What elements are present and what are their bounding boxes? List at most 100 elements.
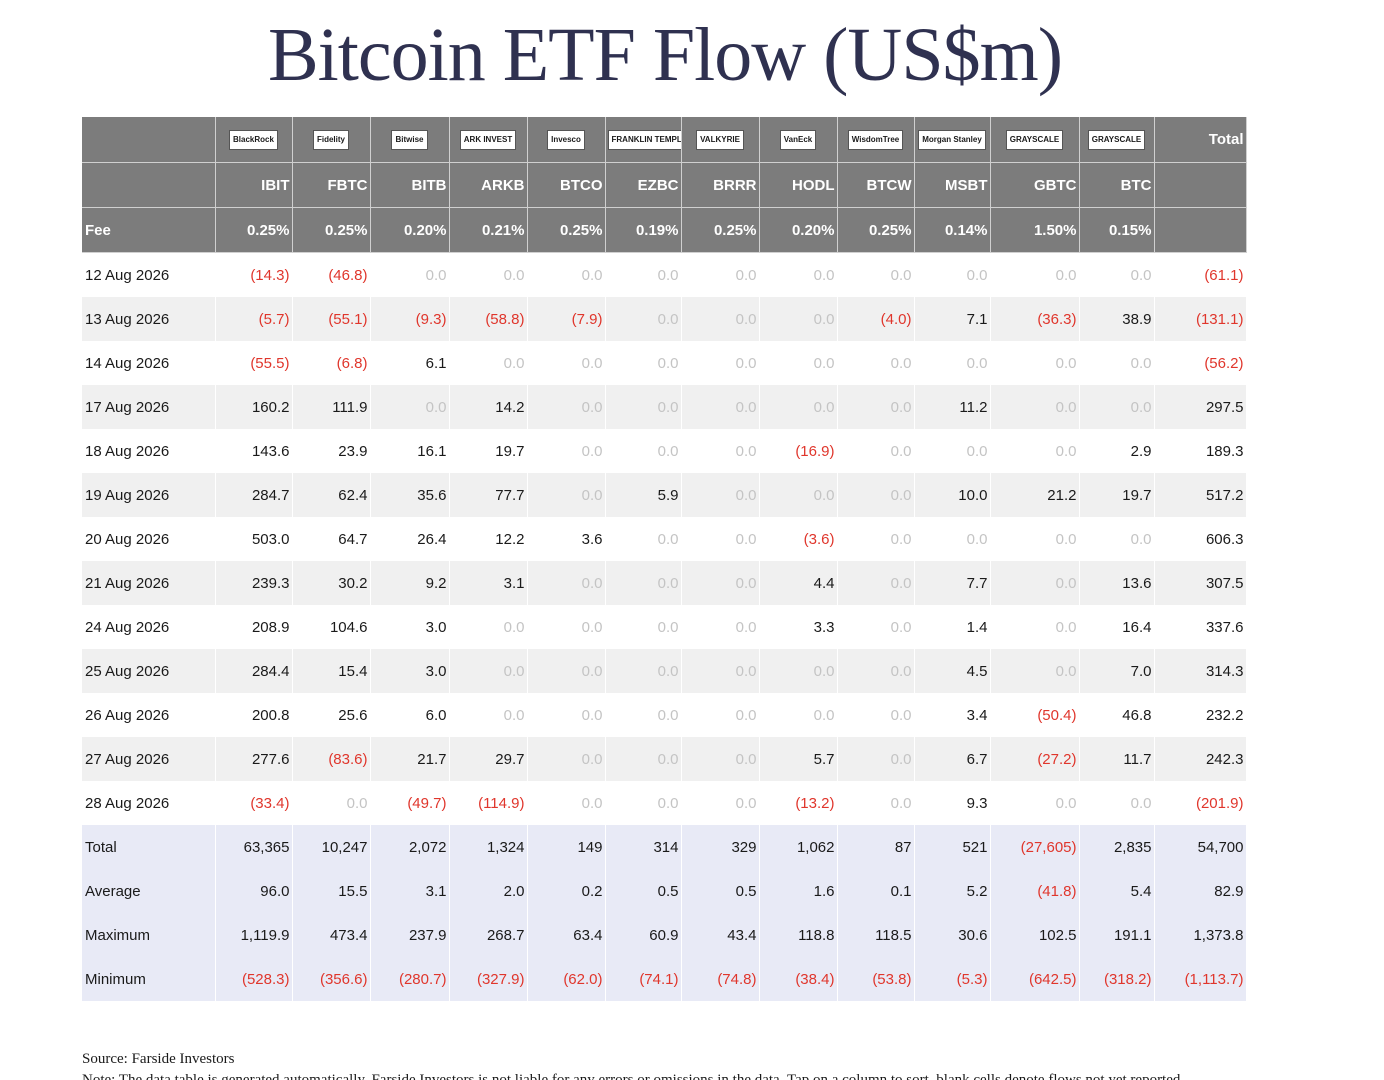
flow-cell: (4.0) <box>837 297 915 341</box>
fee-value: 0.15% <box>1079 207 1155 253</box>
flow-cell: 0.0 <box>990 649 1080 693</box>
issuer-logo-cell[interactable]: Fidelity <box>292 117 371 163</box>
flow-cell: 0.0 <box>759 473 838 517</box>
flow-cell: 0.0 <box>292 781 371 825</box>
row-total-cell: 242.3 <box>1154 737 1247 781</box>
issuer-logo-cell[interactable]: Bitwise <box>370 117 450 163</box>
flow-cell: 160.2 <box>215 385 293 429</box>
row-total-cell: 337.6 <box>1154 605 1247 649</box>
stats-label: Maximum <box>82 913 216 957</box>
stats-cell: 2,072 <box>370 825 450 869</box>
ticker-header[interactable]: BRRR <box>681 162 760 208</box>
row-date: 21 Aug 2026 <box>82 561 216 605</box>
flow-cell: 0.0 <box>605 297 682 341</box>
issuer-logo-cell[interactable]: GRAYSCALE <box>1079 117 1155 163</box>
flow-cell: 0.0 <box>837 252 915 297</box>
flow-cell: 0.0 <box>681 693 760 737</box>
flow-cell: 0.0 <box>1079 781 1155 825</box>
flow-cell: 0.0 <box>837 429 915 473</box>
stats-cell: 0.1 <box>837 869 915 913</box>
stats-cell: 43.4 <box>681 913 760 957</box>
flow-cell: (6.8) <box>292 341 371 385</box>
flow-cell: 0.0 <box>527 737 606 781</box>
flow-cell: (55.1) <box>292 297 371 341</box>
flow-cell: 0.0 <box>837 341 915 385</box>
ticker-header[interactable]: MSBT <box>914 162 991 208</box>
flow-cell: 0.0 <box>370 385 450 429</box>
flow-cell: 208.9 <box>215 605 293 649</box>
flow-cell: 277.6 <box>215 737 293 781</box>
ticker-header[interactable]: FBTC <box>292 162 371 208</box>
table-row: 27 Aug 2026 277.6 (83.6) 21.7 29.7 0.0 0.0 0.0 5… <box>82 737 1247 781</box>
flow-cell: 0.0 <box>759 649 838 693</box>
stats-row: Maximum 1,119.9 473.4 237.9 268.7 63.4 60.9 43.… <box>82 913 1247 957</box>
ticker-header[interactable]: BTCO <box>527 162 606 208</box>
issuer-logo-cell[interactable]: BlackRock <box>215 117 293 163</box>
flow-cell: 0.0 <box>759 341 838 385</box>
row-date: 28 Aug 2026 <box>82 781 216 825</box>
flow-cell: 0.0 <box>1079 252 1155 297</box>
stats-cell: 102.5 <box>990 913 1080 957</box>
flow-cell: 284.4 <box>215 649 293 693</box>
page-title: Bitcoin ETF Flow (US$m) <box>267 13 1063 97</box>
issuer-logo-cell[interactable]: VALKYRIE <box>681 117 760 163</box>
stats-total-cell: (1,113.7) <box>1154 957 1247 1001</box>
flow-cell: 0.0 <box>449 649 528 693</box>
flow-cell: 0.0 <box>681 781 760 825</box>
flow-cell: 111.9 <box>292 385 371 429</box>
stats-cell: 237.9 <box>370 913 450 957</box>
issuer-logo-cell[interactable]: ARK INVEST <box>449 117 528 163</box>
flow-cell: 0.0 <box>914 517 991 561</box>
stats-cell: 149 <box>527 825 606 869</box>
stats-cell: (62.0) <box>527 957 606 1001</box>
flow-cell: 3.1 <box>449 561 528 605</box>
table-row: 20 Aug 2026 503.0 64.7 26.4 12.2 3.6 0.0 0.0 (3.… <box>82 517 1247 561</box>
flow-cell: (9.3) <box>370 297 450 341</box>
issuer-logo-cell[interactable]: VanEck <box>759 117 838 163</box>
table-row: 13 Aug 2026 (5.7) (55.1) (9.3) (58.8) (7.9) 0.… <box>82 297 1247 341</box>
row-total-cell: (61.1) <box>1154 252 1247 297</box>
flow-cell: 0.0 <box>681 517 760 561</box>
row-total-cell: (131.1) <box>1154 297 1247 341</box>
issuer-logo-cell[interactable]: WisdomTree <box>837 117 915 163</box>
flow-cell: 0.0 <box>605 561 682 605</box>
flow-cell: 35.6 <box>370 473 450 517</box>
stats-cell: 63.4 <box>527 913 606 957</box>
ticker-header[interactable]: EZBC <box>605 162 682 208</box>
header-blank-cell <box>1154 207 1247 253</box>
flow-cell: 0.0 <box>605 341 682 385</box>
stats-cell: (27,605) <box>990 825 1080 869</box>
ticker-header[interactable]: BTC <box>1079 162 1155 208</box>
stats-row: Average 96.0 15.5 3.1 2.0 0.2 0.5 0.5 1.6 0.1 5.2(… <box>82 869 1247 913</box>
stats-cell: 1,324 <box>449 825 528 869</box>
ticker-header[interactable]: GBTC <box>990 162 1080 208</box>
header-ticker-row: IBIT FBTC BITB ARKB BTCO EZBC BRRR HODL BTCW MSBT… <box>82 162 1247 208</box>
issuer-logo-cell[interactable]: Morgan Stanley <box>914 117 991 163</box>
table-row: 21 Aug 2026 239.3 30.2 9.2 3.1 0.0 0.0 0.0 4.4 0.… <box>82 561 1247 605</box>
total-column-header[interactable]: Total <box>1154 117 1247 163</box>
issuer-logo-cell[interactable]: Invesco <box>527 117 606 163</box>
ticker-header[interactable]: BITB <box>370 162 450 208</box>
ticker-header[interactable]: HODL <box>759 162 838 208</box>
ticker-header[interactable]: IBIT <box>215 162 293 208</box>
flow-cell: 200.8 <box>215 693 293 737</box>
flow-cell: 0.0 <box>527 649 606 693</box>
flow-cell: 0.0 <box>527 605 606 649</box>
flow-cell: 0.0 <box>370 252 450 297</box>
fee-value: 0.25% <box>837 207 915 253</box>
table-row: 17 Aug 2026 160.2 111.9 0.0 14.2 0.0 0.0 0.0 0.0… <box>82 385 1247 429</box>
flow-cell: 7.0 <box>1079 649 1155 693</box>
flow-cell: 15.4 <box>292 649 371 693</box>
ticker-header[interactable]: ARKB <box>449 162 528 208</box>
flow-cell: 21.2 <box>990 473 1080 517</box>
flow-cell: 0.0 <box>837 473 915 517</box>
issuer-logo-cell[interactable]: FRANKLIN TEMPLETON <box>605 117 682 163</box>
header-blank-cell <box>82 162 216 208</box>
etf-flow-table: BlackRock Fidelity Bitwise ARK INVEST Invesc… <box>82 117 1247 1001</box>
stats-cell: (356.6) <box>292 957 371 1001</box>
ticker-header[interactable]: BTCW <box>837 162 915 208</box>
issuer-logo-cell[interactable]: GRAYSCALE <box>990 117 1080 163</box>
flow-cell: 0.0 <box>681 473 760 517</box>
flow-cell: 7.7 <box>914 561 991 605</box>
flow-cell: 0.0 <box>990 252 1080 297</box>
